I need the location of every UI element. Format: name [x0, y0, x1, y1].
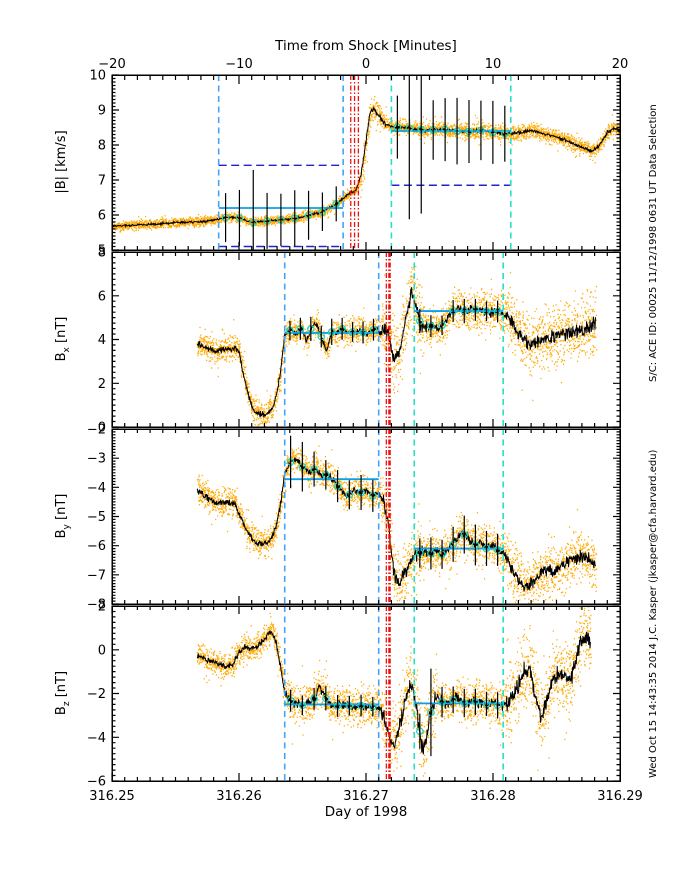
svg-text:9: 9 — [98, 104, 106, 119]
ylabel-bz-base: B — [54, 706, 70, 716]
svg-text:0: 0 — [98, 643, 106, 658]
ylabel-by-unit: [nT] — [54, 493, 70, 525]
ylabel-by-sub: y — [61, 524, 72, 530]
svg-text:7: 7 — [98, 174, 106, 189]
svg-text:2: 2 — [98, 600, 106, 615]
svg-text:316.29: 316.29 — [597, 789, 643, 804]
svg-text:−6: −6 — [87, 775, 106, 790]
ylabel-bx-sub: x — [61, 347, 72, 353]
svg-text:−20: −20 — [98, 57, 125, 72]
svg-text:8: 8 — [98, 246, 106, 261]
svg-text:6: 6 — [98, 289, 106, 304]
svg-text:316.28: 316.28 — [470, 789, 516, 804]
ylabel-bz-unit: [nT] — [54, 670, 70, 702]
x-axis-title: Day of 1998 — [324, 804, 408, 820]
svg-text:8: 8 — [98, 139, 106, 154]
svg-text:316.25: 316.25 — [89, 789, 135, 804]
ylabel-bmag-unit: [km/s] — [54, 130, 70, 176]
svg-text:20: 20 — [612, 57, 629, 72]
ylabel-by-base: B — [54, 529, 70, 539]
top-axis-title: Time from Shock [Minutes] — [275, 38, 457, 54]
svg-text:0: 0 — [362, 57, 370, 72]
ylabel-bmag: |B| [km/s] — [54, 130, 72, 193]
svg-text:−5: −5 — [87, 510, 106, 525]
ylabel-bx-base: B — [54, 352, 70, 362]
ylabel-bx-unit: [nT] — [54, 316, 70, 348]
svg-text:−2: −2 — [87, 687, 106, 702]
ylabel-bz-sub: z — [61, 701, 72, 707]
svg-text:−6: −6 — [87, 539, 106, 554]
svg-text:10: 10 — [485, 57, 502, 72]
svg-text:−4: −4 — [87, 731, 106, 746]
svg-text:−2: −2 — [87, 423, 106, 438]
svg-text:−3: −3 — [87, 452, 106, 467]
svg-text:4: 4 — [98, 333, 106, 348]
selection-text: S/C: ACE ID: 00025 11/12/1998 0631 UT Da… — [648, 104, 659, 382]
svg-text:316.26: 316.26 — [216, 789, 262, 804]
svg-text:316.27: 316.27 — [343, 789, 389, 804]
svg-text:−7: −7 — [87, 568, 106, 583]
ylabel-bmag-base: |B| — [54, 175, 70, 194]
svg-text:10: 10 — [89, 69, 106, 84]
credit-text: Wed Oct 15 14:43:35 2014 J.C. Kasper (jk… — [648, 449, 659, 778]
svg-text:−4: −4 — [87, 481, 106, 496]
ylabel-bx: Bx [nT] — [54, 317, 72, 362]
svg-text:0: 0 — [98, 421, 106, 436]
svg-text:5: 5 — [98, 244, 106, 259]
svg-text:−10: −10 — [225, 57, 252, 72]
svg-text:−8: −8 — [87, 598, 106, 613]
ylabel-bz: Bz [nT] — [54, 671, 72, 715]
svg-text:2: 2 — [98, 377, 106, 392]
ylabel-by: By [nT] — [54, 494, 72, 539]
svg-text:6: 6 — [98, 209, 106, 224]
